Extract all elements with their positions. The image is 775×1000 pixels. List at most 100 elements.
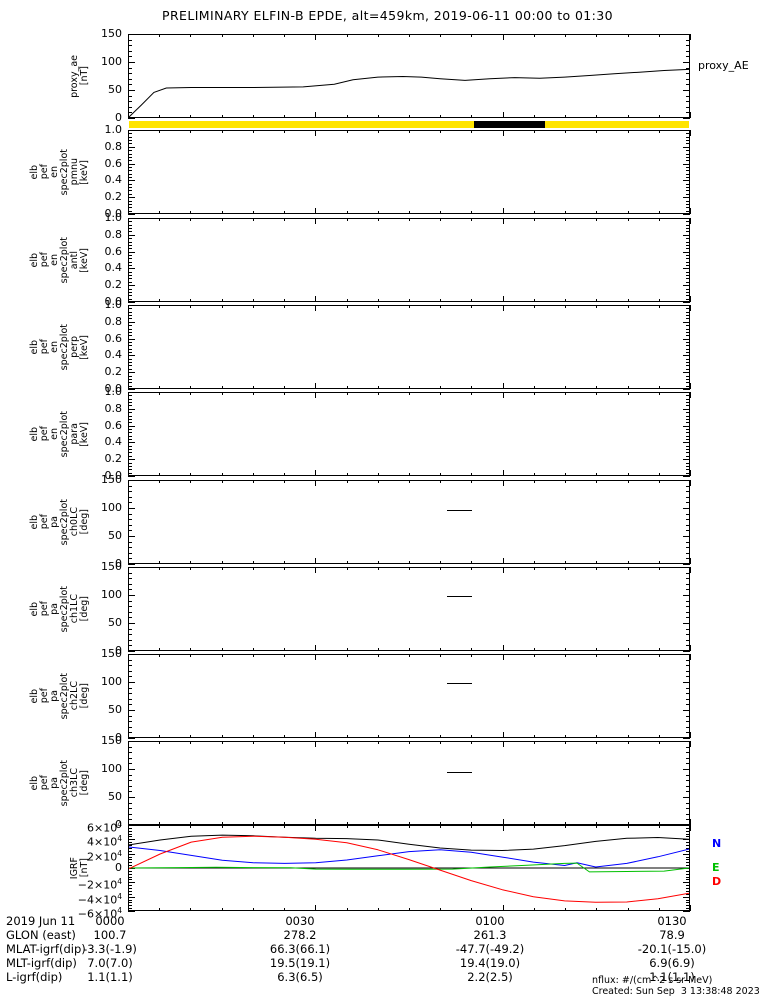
- ytick-mark: [683, 839, 690, 841]
- ytick-mark: [683, 623, 690, 624]
- xaxis-value: -20.1(-15.0): [637, 942, 707, 956]
- xtick-mark: [252, 386, 254, 389]
- ytick-label: 0.4: [104, 173, 123, 187]
- ytick-mark: [683, 130, 690, 131]
- xtick-mark: [159, 735, 161, 738]
- ytick-minor: [686, 67, 690, 69]
- ytick-minor: [686, 288, 690, 290]
- ytick-mark: [683, 825, 690, 826]
- ytick-minor: [128, 311, 132, 313]
- xtick-mark: [159, 741, 161, 744]
- xtick-mark: [252, 822, 254, 825]
- ytick-mark: [683, 564, 690, 565]
- ytick-minor: [686, 331, 690, 333]
- xtick-mark: [221, 115, 223, 118]
- xtick-mark: [284, 654, 286, 657]
- xtick-mark: [315, 34, 317, 40]
- ytick-label: 0.0: [104, 295, 123, 308]
- ytick-minor: [128, 207, 132, 209]
- xtick-mark: [377, 305, 379, 308]
- xtick-mark: [440, 648, 442, 651]
- ytick-minor: [128, 362, 132, 364]
- ytick-minor: [128, 315, 132, 317]
- xtick-mark: [159, 130, 161, 133]
- xtick-mark: [377, 218, 379, 221]
- ytick-mark: [128, 564, 135, 565]
- ytick-minor: [686, 231, 690, 233]
- ytick-mark: [128, 595, 135, 596]
- xtick-mark: [346, 567, 348, 570]
- xtick-mark: [471, 735, 473, 738]
- ytick-mark: [683, 392, 690, 393]
- xtick-mark: [284, 561, 286, 564]
- ytick-minor: [686, 902, 690, 904]
- ytick-minor: [128, 870, 132, 872]
- xtick-mark: [409, 822, 410, 825]
- ytick-minor: [128, 670, 132, 672]
- xtick-mark: [284, 567, 286, 570]
- ytick-label: 1.0: [104, 123, 123, 136]
- ytick-minor: [686, 358, 690, 360]
- xtick-mark: [627, 908, 629, 911]
- ytick-minor: [686, 808, 690, 810]
- ytick-minor: [686, 899, 690, 901]
- ytick-mark: [683, 302, 690, 303]
- ytick-minor: [128, 95, 132, 97]
- xtick-mark: [502, 392, 504, 398]
- xtick-mark: [565, 741, 567, 744]
- xtick-mark: [565, 130, 567, 133]
- xaxis-row-label: GLON (east): [6, 928, 76, 942]
- ytick-mark: [683, 536, 690, 537]
- ytick-minor: [128, 530, 132, 532]
- xtick-mark: [128, 392, 129, 398]
- xtick-mark: [471, 741, 473, 744]
- ytick-minor: [128, 833, 132, 835]
- xtick-mark: [221, 741, 223, 744]
- ytick-mark: [128, 321, 135, 323]
- ytick-minor: [686, 395, 690, 397]
- ytick-minor: [686, 335, 690, 337]
- xtick-mark: [533, 386, 535, 389]
- xtick-mark: [533, 480, 535, 483]
- ytick-minor: [128, 412, 132, 414]
- ytick-mark: [683, 118, 690, 119]
- ytick-minor: [686, 325, 690, 327]
- ytick-minor: [128, 78, 132, 80]
- xtick-mark: [690, 218, 691, 224]
- xtick-mark: [596, 392, 598, 395]
- ytick-mark: [128, 738, 135, 739]
- ytick-minor: [686, 275, 690, 277]
- xtick-mark: [284, 735, 286, 738]
- panel-en-spec2plot-pmnu: [128, 130, 690, 214]
- nflux-note: nflux: #/(cm^2 s sr MeV): [592, 975, 713, 986]
- ytick-minor: [128, 150, 132, 152]
- ytick-minor: [686, 244, 690, 246]
- ytick-label: 6×104: [87, 820, 122, 835]
- ytick-minor: [686, 228, 690, 230]
- ytick-minor: [686, 746, 690, 748]
- ytick-minor: [128, 491, 132, 493]
- ytick-mark: [683, 163, 690, 165]
- ytick-mark: [128, 853, 135, 855]
- xtick-mark: [409, 34, 410, 37]
- ytick-minor: [686, 693, 690, 695]
- ytick-minor: [686, 842, 690, 844]
- ytick-minor: [686, 698, 690, 700]
- xtick-mark: [627, 561, 629, 564]
- ytick-minor: [686, 50, 690, 52]
- xtick-mark: [346, 386, 348, 389]
- ytick-mark: [683, 234, 690, 236]
- ytick-minor: [128, 830, 132, 832]
- ytick-minor: [128, 385, 132, 387]
- ytick-mark: [128, 389, 135, 390]
- xaxis-row-label: MLT-igrf(dip): [6, 956, 77, 970]
- ytick-minor: [128, 847, 132, 849]
- xtick-mark: [690, 296, 691, 302]
- xtick-mark: [565, 648, 567, 651]
- xtick-mark: [252, 741, 254, 744]
- xtick-mark: [128, 645, 129, 651]
- xtick-mark: [658, 654, 660, 657]
- ytick-minor: [128, 318, 132, 320]
- ytick-mark: [683, 218, 690, 219]
- xtick-mark: [690, 732, 691, 738]
